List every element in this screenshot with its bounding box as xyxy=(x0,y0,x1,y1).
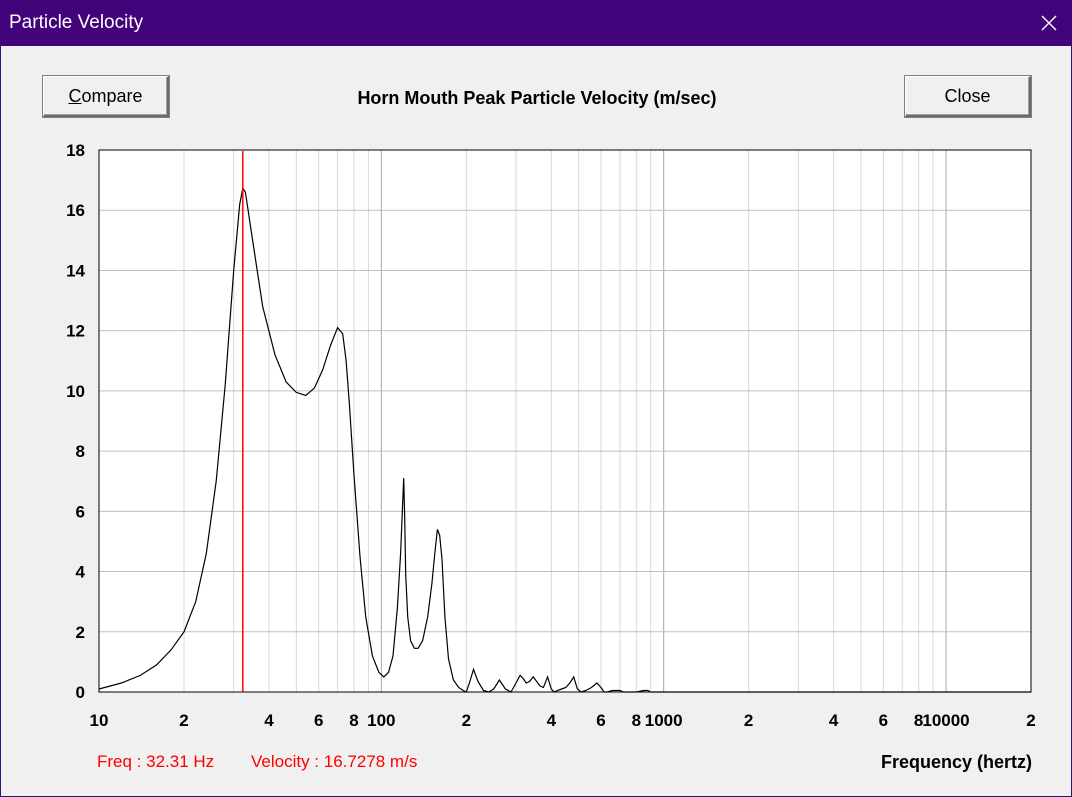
close-icon[interactable] xyxy=(1025,0,1072,46)
x-tick-label: 2 xyxy=(179,711,188,730)
title-bar: Particle Velocity xyxy=(1,0,1072,46)
x-tick-label: 8 xyxy=(632,711,641,730)
frequency-readout: Freq : 32.31 Hz xyxy=(97,752,215,771)
velocity-series-line xyxy=(98,186,1031,693)
velocity-readout: Velocity : 16.7278 m/s xyxy=(251,752,418,771)
plot-area xyxy=(99,150,1031,692)
y-tick-label: 16 xyxy=(66,201,85,220)
close-button-label: Close xyxy=(944,85,991,106)
compare-mnemonic: C xyxy=(68,85,82,106)
x-tick-label: 4 xyxy=(547,711,557,730)
y-tick-label: 4 xyxy=(76,563,86,582)
x-tick-label: 6 xyxy=(314,711,323,730)
chart-title: Horn Mouth Peak Particle Velocity (m/sec… xyxy=(357,88,717,108)
y-tick-label: 10 xyxy=(66,382,85,401)
x-tick-label: 2 xyxy=(744,711,753,730)
major-gridlines xyxy=(99,150,1031,692)
window-title: Particle Velocity xyxy=(9,12,144,33)
y-axis-labels: 0 2 4 6 8 10 12 14 16 18 xyxy=(66,141,85,702)
plot-frame xyxy=(98,149,1032,693)
x-tick-label: 10000 xyxy=(922,711,969,730)
x-tick-label: 100 xyxy=(367,711,395,730)
x-tick-label: 1000 xyxy=(645,711,683,730)
y-tick-label: 14 xyxy=(66,261,85,280)
y-tick-label: 2 xyxy=(76,623,85,642)
x-tick-label: 6 xyxy=(879,711,888,730)
x-tick-label: 8 xyxy=(349,711,358,730)
x-tick-label: 4 xyxy=(829,711,839,730)
x-tick-label: 6 xyxy=(596,711,605,730)
y-tick-label: 12 xyxy=(66,322,85,341)
close-button[interactable]: Close xyxy=(905,76,1031,117)
x-tick-label: 2 xyxy=(1026,711,1035,730)
x-axis-title: Frequency (hertz) xyxy=(880,752,1032,772)
x-tick-label: 4 xyxy=(264,711,274,730)
x-tick-label: 10 xyxy=(90,711,109,730)
x-tick-label: 8 xyxy=(914,711,923,730)
compare-label-rest: ompare xyxy=(81,85,143,106)
y-tick-label: 18 xyxy=(66,141,85,160)
y-tick-label: 8 xyxy=(76,442,85,461)
y-tick-label: 6 xyxy=(76,502,85,521)
y-tick-label: 0 xyxy=(76,683,85,702)
x-tick-label: 2 xyxy=(462,711,471,730)
